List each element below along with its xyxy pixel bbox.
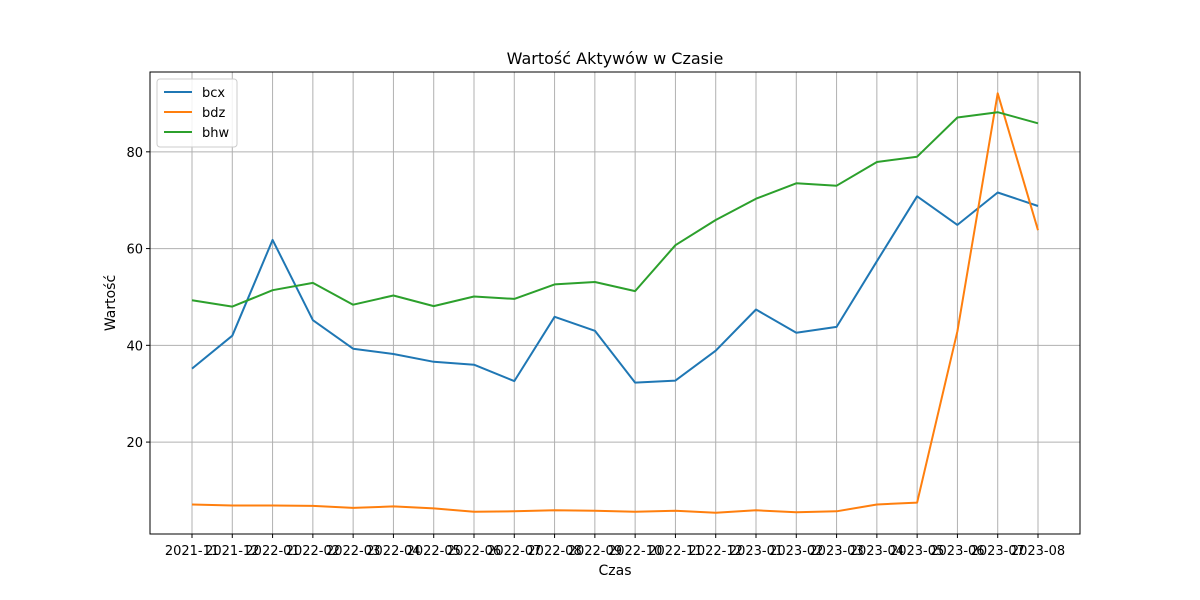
y-tick-label: 80 [126,146,143,161]
x-tick-label: 2023-06 [930,544,984,559]
legend-label-bhw: bhw [202,126,229,141]
plot-frame [149,71,1081,535]
x-tick-label: 2023-05 [890,544,944,559]
series-line-bcx [191,191,1039,384]
x-tick-label: 2022-10 [608,544,662,559]
x-tick-label: 2022-08 [527,544,581,559]
y-tick-label: 40 [126,339,143,354]
x-tick-label: 2023-07 [971,544,1025,559]
y-axis-label: Wartość [103,275,119,331]
x-axis-label: Czas [599,563,632,579]
chart-title: Wartość Aktywów w Czasie [507,49,724,68]
x-tick-label: 2022-06 [447,544,501,559]
x-tick-label: 2022-01 [245,544,299,559]
grid [150,72,1080,534]
x-tick-label: 2023-03 [809,544,863,559]
x-tick-label: 2022-12 [689,544,743,559]
x-tick-label: 2021-12 [205,544,259,559]
legend-label-bdz: bdz [202,106,226,121]
x-tick-label: 2022-02 [286,544,340,559]
x-tick-label: 2021-11 [165,544,219,559]
x-tick-label: 2023-08 [1011,544,1065,559]
y-axis-ticks: 20 40 60 80 [126,146,150,451]
legend-label-bcx: bcx [202,86,225,101]
x-axis-ticks: 2021-112021-122022-012022-022022-032022-… [165,534,1065,559]
y-tick-label: 60 [126,243,143,258]
series-line-bdz [191,92,1039,514]
x-tick-label: 2023-01 [729,544,783,559]
series-line-bhw [191,111,1039,308]
x-tick-label: 2022-07 [487,544,541,559]
y-tick-label: 20 [126,436,143,451]
x-tick-label: 2022-11 [648,544,702,559]
x-tick-label: 2022-04 [366,544,420,559]
legend: bcx bdz bhw [156,78,238,148]
series-lines [191,92,1039,514]
x-tick-label: 2023-04 [850,544,904,559]
x-tick-label: 2022-05 [407,544,461,559]
x-tick-label: 2022-03 [326,544,380,559]
legend-box [156,78,238,148]
x-tick-label: 2022-09 [568,544,622,559]
x-tick-label: 2023-02 [769,544,823,559]
